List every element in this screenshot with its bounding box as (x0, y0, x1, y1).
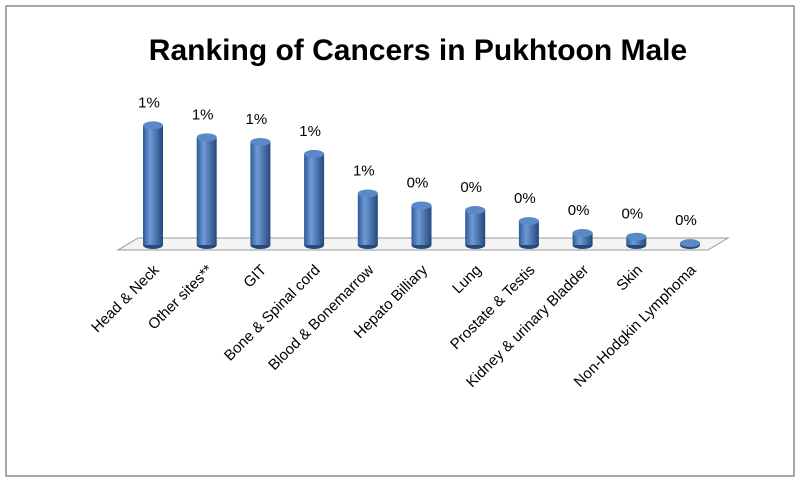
value-label: 1% (299, 123, 321, 140)
bar-top (465, 206, 486, 215)
bar-top (196, 133, 217, 142)
value-label: 0% (568, 202, 590, 219)
chart-title: Ranking of Cancers in Pukhtoon Male (149, 34, 687, 67)
value-label: 0% (407, 174, 429, 191)
bar-top (518, 217, 539, 226)
value-label: 0% (621, 206, 643, 223)
value-label: 0% (675, 212, 697, 229)
bar-top (304, 149, 325, 158)
value-label: 1% (246, 111, 268, 128)
bar-top (250, 137, 271, 146)
bar-top (357, 189, 378, 198)
bar (626, 236, 647, 245)
bar (411, 205, 432, 245)
value-label: 1% (192, 106, 214, 123)
bar (465, 210, 486, 245)
bar-top (680, 239, 700, 248)
bar (357, 193, 378, 245)
value-label: 1% (138, 94, 160, 111)
bar (304, 153, 325, 245)
value-label: 0% (460, 179, 482, 196)
bar (143, 125, 163, 245)
bar-top (143, 121, 163, 130)
bar-top (626, 232, 647, 241)
value-label: 1% (353, 162, 375, 179)
bar (518, 221, 539, 245)
bar-top (411, 201, 432, 210)
bar (250, 141, 271, 245)
value-label: 0% (514, 190, 536, 207)
bar (572, 233, 593, 245)
bar (196, 137, 217, 245)
bar-top (572, 229, 593, 238)
